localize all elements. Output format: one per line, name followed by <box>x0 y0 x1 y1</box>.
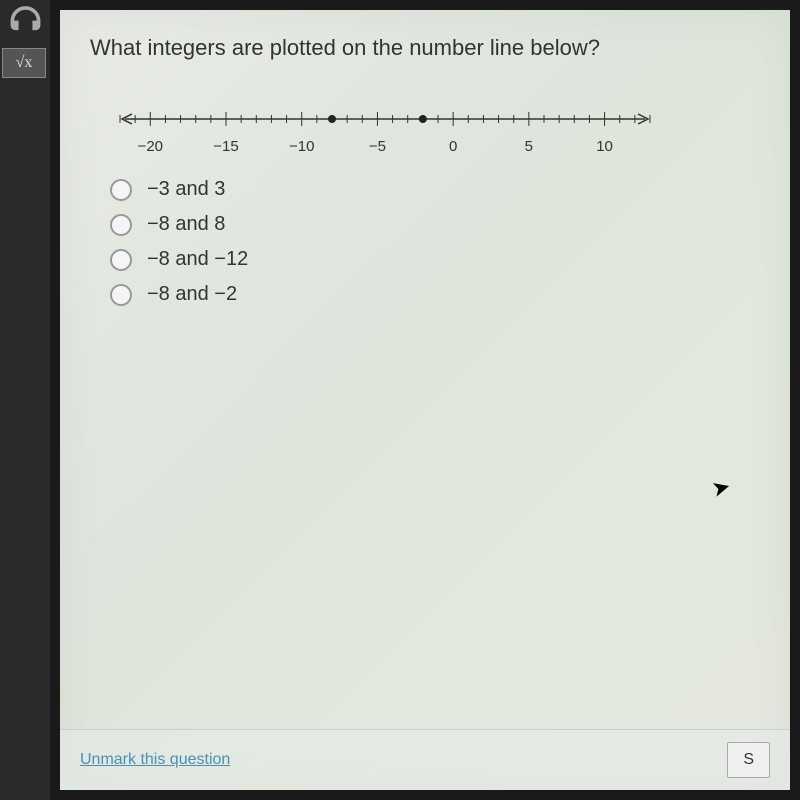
headphones-icon[interactable] <box>8 5 43 40</box>
tick-label: 10 <box>596 138 613 155</box>
sqrt-label: √x <box>16 54 33 72</box>
radio-icon[interactable] <box>110 214 132 236</box>
radio-icon[interactable] <box>110 249 132 271</box>
answer-option[interactable]: −8 and −2 <box>110 283 760 306</box>
answer-option[interactable]: −3 and 3 <box>110 178 760 201</box>
tick-label: 0 <box>449 138 457 155</box>
question-text: What integers are plotted on the number … <box>90 35 760 61</box>
radio-icon[interactable] <box>110 179 132 201</box>
option-label: −8 and −2 <box>147 283 237 306</box>
tick-label: −5 <box>369 138 386 155</box>
number-line: −20−15−10−50510 <box>110 101 660 138</box>
question-panel: What integers are plotted on the number … <box>60 10 790 790</box>
tick-label: −20 <box>138 138 163 155</box>
footer-bar: Unmark this question S <box>60 729 790 790</box>
tick-label: −10 <box>289 138 314 155</box>
save-button[interactable]: S <box>727 742 770 778</box>
option-label: −8 and −12 <box>147 248 248 271</box>
answer-options: −3 and 3 −8 and 8 −8 and −12 −8 and −2 <box>110 178 760 306</box>
answer-option[interactable]: −8 and 8 <box>110 213 760 236</box>
radio-icon[interactable] <box>110 284 132 306</box>
sqrt-icon[interactable]: √x <box>2 48 46 78</box>
answer-option[interactable]: −8 and −12 <box>110 248 760 271</box>
unmark-link[interactable]: Unmark this question <box>80 751 230 769</box>
left-toolbar: √x <box>0 0 50 800</box>
tick-label: −15 <box>213 138 238 155</box>
option-label: −3 and 3 <box>147 178 225 201</box>
tick-label: 5 <box>525 138 533 155</box>
cursor-icon: ➤ <box>709 473 734 503</box>
option-label: −8 and 8 <box>147 213 225 236</box>
